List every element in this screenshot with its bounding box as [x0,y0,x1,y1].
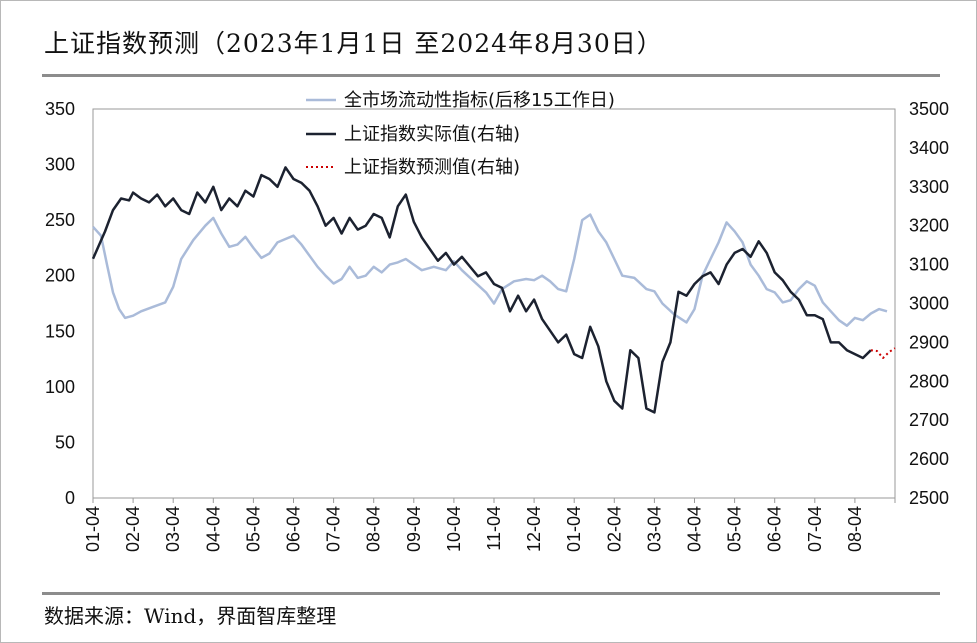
left-axis-tick-label: 200 [45,266,75,286]
x-axis-tick-label: 07-04 [805,506,825,552]
series-line-0 [92,213,888,327]
x-axis-tick-label: 10-04 [444,506,464,552]
x-axis-tick-label: 01-04 [83,506,103,552]
x-axis-tick-label: 08-04 [364,506,384,552]
right-axis-tick-label: 3200 [909,216,949,236]
x-axis-tick-label: 08-04 [845,506,865,552]
bottom-rule [42,592,940,595]
legend-label-0: 全市场流动性指标(后移15工作日) [344,90,615,111]
right-axis-tick-label: 3000 [909,294,949,314]
right-axis-tick-label: 2800 [909,371,949,391]
x-axis-tick-label: 05-04 [725,506,745,552]
x-axis-tick-label: 01-04 [564,506,584,552]
right-axis-tick-label: 3500 [909,99,949,119]
legend-label-2: 上证指数预测值(右轴) [344,157,520,178]
x-axis-tick-label: 06-04 [284,506,304,552]
x-axis-tick-label: 09-04 [404,506,424,552]
left-axis-tick-label: 250 [45,210,75,230]
x-axis-tick-label: 04-04 [203,506,223,552]
right-axis-tick-label: 2600 [909,449,949,469]
left-axis-tick-label: 150 [45,321,75,341]
x-axis-tick-label: 02-04 [123,506,143,552]
right-axis-tick-label: 2700 [909,410,949,430]
chart-title: 上证指数预测（2023年1月1日 至2024年8月30日） [44,29,663,58]
x-axis-tick-label: 02-04 [604,506,624,552]
x-axis-tick-label: 06-04 [765,506,785,552]
x-axis-tick-label: 12-04 [524,506,544,552]
x-axis-tick-label: 03-04 [644,506,664,552]
right-axis-tick-label: 3300 [909,177,949,197]
right-axis-tick-label: 2900 [909,332,949,352]
series-line-2 [870,347,896,359]
x-axis-tick-label: 05-04 [243,506,263,552]
left-axis-tick-label: 100 [45,377,75,397]
x-axis-tick-label: 07-04 [324,506,344,552]
x-axis-tick-label: 04-04 [685,506,705,552]
left-axis-tick-label: 50 [55,432,75,452]
left-axis-tick-label: 350 [45,99,75,119]
x-axis-tick-label: 11-04 [484,506,504,551]
right-axis-tick-label: 3400 [909,138,949,158]
x-axis-tick-label: 03-04 [163,506,183,552]
source-note: 数据来源：Wind，界面智库整理 [44,604,337,628]
left-axis-tick-label: 0 [65,488,75,508]
top-rule [42,74,940,77]
series-line-1 [91,166,872,414]
legend-label-1: 上证指数实际值(右轴) [344,124,520,145]
right-axis-tick-label: 2500 [909,488,949,508]
left-axis-tick-label: 300 [45,155,75,175]
right-axis-tick-label: 3100 [909,255,949,275]
